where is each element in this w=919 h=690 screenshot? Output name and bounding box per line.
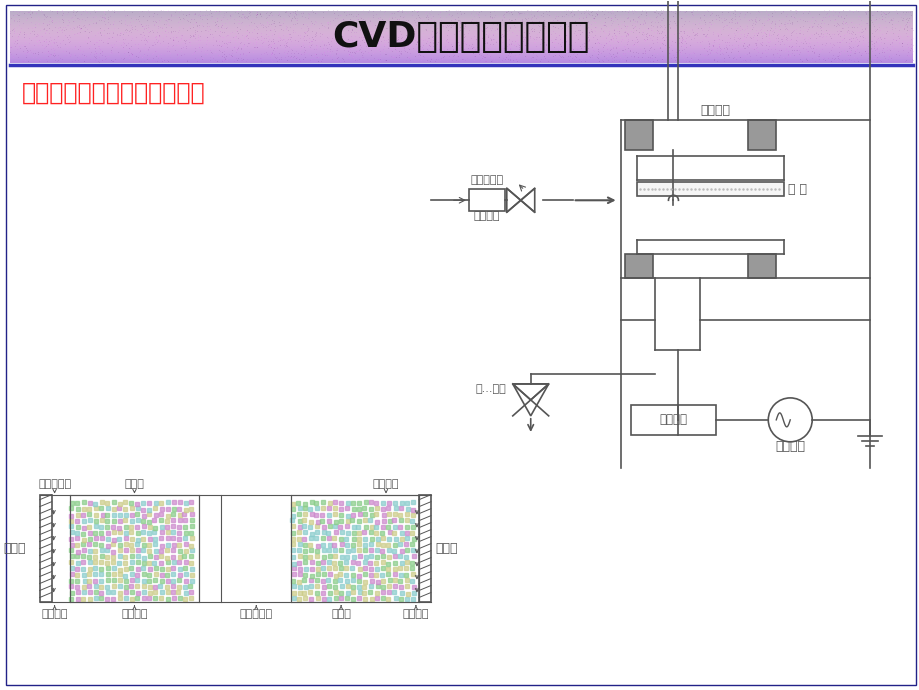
Bar	[624, 254, 652, 278]
Text: 激励电源: 激励电源	[775, 440, 804, 453]
Bar	[40, 495, 51, 602]
Bar	[630, 405, 716, 435]
Text: 离子体增强化学气相沉积原理: 离子体增强化学气相沉积原理	[22, 81, 205, 104]
Bar	[747, 121, 776, 150]
Text: 抽...系统: 抽...系统	[475, 384, 505, 394]
Bar	[469, 189, 505, 211]
Text: 匹配网络: 匹配网络	[659, 413, 686, 426]
Bar	[624, 121, 652, 150]
Text: 质量流量计: 质量流量计	[470, 175, 503, 186]
Text: 阿斯顿暗区: 阿斯顿暗区	[38, 479, 71, 489]
Text: 阳极＋: 阳极＋	[435, 542, 457, 555]
Text: 法拉第暗区: 法拉第暗区	[240, 609, 273, 620]
Bar	[290, 495, 418, 602]
Text: 阳极辉光: 阳极辉光	[403, 609, 429, 620]
Text: 进气系统: 进气系统	[473, 211, 500, 221]
Text: 阴极辉光: 阴极辉光	[41, 609, 68, 620]
Text: 正柱区: 正柱区	[331, 609, 351, 620]
Bar	[747, 254, 776, 278]
Text: 衬 底: 衬 底	[788, 183, 806, 196]
Text: 负辉区: 负辉区	[124, 479, 144, 489]
Bar	[70, 495, 199, 602]
Text: CVD镀膜机自动化控制: CVD镀膜机自动化控制	[332, 19, 589, 54]
Text: 阴极暗区: 阴极暗区	[121, 609, 148, 620]
Text: 阳极暗区: 阳极暗区	[372, 479, 399, 489]
Bar	[418, 495, 430, 602]
Bar	[636, 182, 783, 196]
Text: 阴极－: 阴极－	[3, 542, 26, 555]
Circle shape	[767, 398, 811, 442]
Text: 加热系统: 加热系统	[699, 104, 730, 117]
